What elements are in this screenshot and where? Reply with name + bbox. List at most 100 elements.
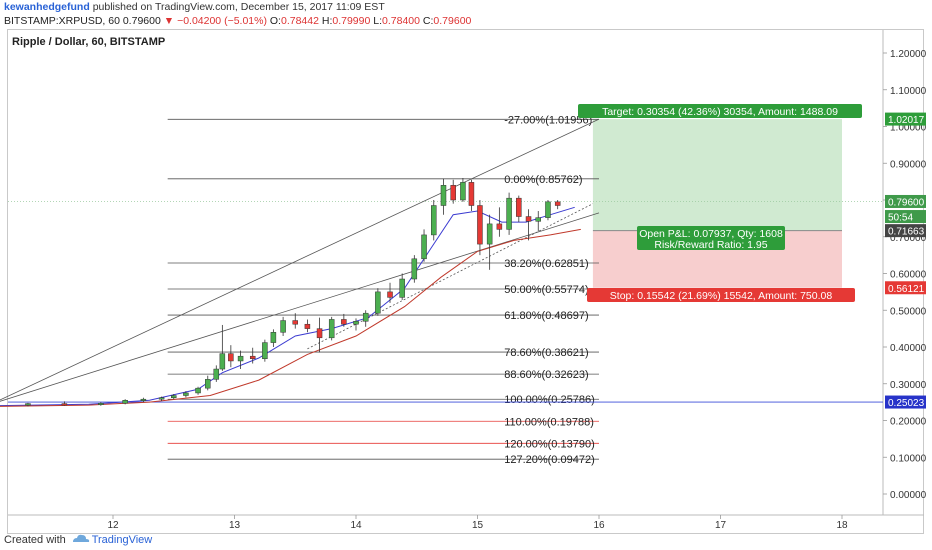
price-label: 0.71663	[888, 227, 925, 238]
fib-label: 88.60%(0.32623)	[504, 369, 588, 381]
candle[interactable]	[399, 278, 405, 298]
y-tick-label: 0.30000	[890, 380, 927, 391]
candle[interactable]	[219, 353, 226, 370]
trendline[interactable]	[0, 212, 600, 404]
low-value: 0.78400	[382, 15, 420, 27]
slow-ema-line	[0, 228, 581, 407]
author-link[interactable]: kewanhedgefund	[4, 1, 90, 13]
price-label: 0.56121	[888, 284, 925, 295]
candle[interactable]	[122, 400, 128, 404]
x-tick-label: 17	[715, 520, 727, 531]
candle[interactable]	[387, 291, 393, 298]
candle[interactable]	[228, 353, 234, 362]
y-tick-label: 0.50000	[890, 306, 927, 317]
candle[interactable]	[316, 328, 323, 339]
candle[interactable]	[496, 223, 503, 230]
target-label-box	[578, 104, 862, 118]
fib-label: 110.00%(0.19788)	[504, 416, 594, 428]
candle[interactable]	[158, 397, 165, 400]
candle[interactable]	[304, 323, 311, 329]
publish-header: kewanhedgefund published on TradingView.…	[4, 1, 385, 13]
candle[interactable]	[237, 355, 244, 362]
published-text: published on TradingView.com, December 1…	[92, 1, 385, 13]
y-tick-label: 0.20000	[890, 417, 927, 428]
open-label: O:	[269, 15, 281, 27]
tradingview-brand[interactable]: TradingView	[91, 534, 153, 546]
candle[interactable]	[525, 216, 532, 222]
ohlc-header: BITSTAMP:XRPUSD, 60 0.79600 ▼ −0.04200 (…	[4, 15, 471, 27]
candle[interactable]	[171, 395, 177, 398]
pnl-label-text: Risk/Reward Ratio: 1.95	[654, 239, 767, 251]
candle[interactable]	[328, 319, 335, 339]
candle[interactable]	[362, 312, 369, 322]
candle[interactable]	[450, 185, 456, 201]
y-tick-label: 0.00000	[890, 490, 927, 501]
x-tick-label: 18	[836, 520, 848, 531]
open-value: 0.78442	[280, 15, 319, 27]
pnl-label-box	[637, 226, 785, 250]
candle[interactable]	[460, 182, 466, 201]
candle[interactable]	[516, 197, 522, 217]
candle[interactable]	[249, 355, 256, 360]
y-tick-label: 0.40000	[890, 343, 927, 354]
high-label: H:	[321, 15, 333, 27]
candle[interactable]	[486, 223, 493, 245]
price-label-box	[885, 224, 926, 238]
candle[interactable]	[205, 379, 211, 389]
candle[interactable]	[292, 320, 298, 325]
y-tick-label: 1.20000	[890, 49, 927, 60]
x-tick-label: 16	[593, 520, 605, 531]
y-tick-label: 1.10000	[890, 86, 927, 97]
change-value: −0.04200 (−5.01%)	[177, 15, 267, 27]
candle[interactable]	[195, 387, 201, 394]
candle[interactable]	[431, 205, 437, 236]
trendline[interactable]	[0, 118, 600, 404]
candle[interactable]	[554, 201, 561, 206]
candle[interactable]	[262, 342, 268, 360]
candle[interactable]	[421, 234, 427, 260]
last-price: 0.79600	[122, 15, 161, 27]
candle[interactable]	[506, 197, 512, 230]
candle[interactable]	[280, 320, 286, 333]
y-tick-label: 1.00000	[890, 123, 927, 134]
candle[interactable]	[270, 332, 277, 343]
candle[interactable]	[61, 403, 68, 406]
x-tick-label: 13	[229, 520, 241, 531]
target-zone[interactable]	[592, 119, 842, 231]
x-tick-label: 14	[350, 520, 362, 531]
stop-label-text: Stop: 0.15542 (21.69%) 15542, Amount: 75…	[610, 290, 833, 302]
candle[interactable]	[375, 291, 381, 314]
candle[interactable]	[440, 185, 447, 206]
down-arrow-icon: ▼	[163, 15, 175, 27]
candle[interactable]	[341, 319, 347, 325]
candle[interactable]	[535, 217, 541, 222]
high-value: 0.79990	[332, 15, 371, 27]
candle[interactable]	[477, 205, 483, 245]
price-label: 0.25023	[888, 398, 925, 409]
fib-label: 61.80%(0.48697)	[504, 310, 588, 322]
fib-label: 0.00%(0.85762)	[504, 174, 582, 186]
candle[interactable]	[25, 403, 31, 406]
price-label: 0.79600	[888, 197, 925, 208]
candle[interactable]	[411, 258, 418, 280]
candle[interactable]	[140, 398, 147, 401]
price-label-box	[885, 112, 926, 126]
candle[interactable]	[468, 182, 475, 206]
candle[interactable]	[183, 392, 189, 396]
fib-label: 127.20%(0.09472)	[504, 454, 595, 466]
price-label: 50:54	[888, 213, 913, 224]
close-value: 0.79600	[433, 15, 472, 27]
target-label-text: Target: 0.30354 (42.36%) 30354, Amount: …	[602, 106, 838, 118]
x-tick-label: 15	[472, 520, 484, 531]
candle[interactable]	[545, 201, 551, 218]
candle[interactable]	[98, 402, 104, 405]
candle[interactable]	[213, 368, 220, 380]
pnl-label-text: Open P&L: 0.07937, Qty: 1608	[639, 228, 783, 240]
candle[interactable]	[353, 321, 359, 325]
y-tick-label: 0.90000	[890, 159, 927, 170]
trendline[interactable]	[307, 203, 594, 350]
price-label-box	[885, 395, 926, 409]
fib-label: -27.00%(1.01956)	[504, 114, 592, 126]
created-with-label: Created with	[4, 534, 66, 546]
